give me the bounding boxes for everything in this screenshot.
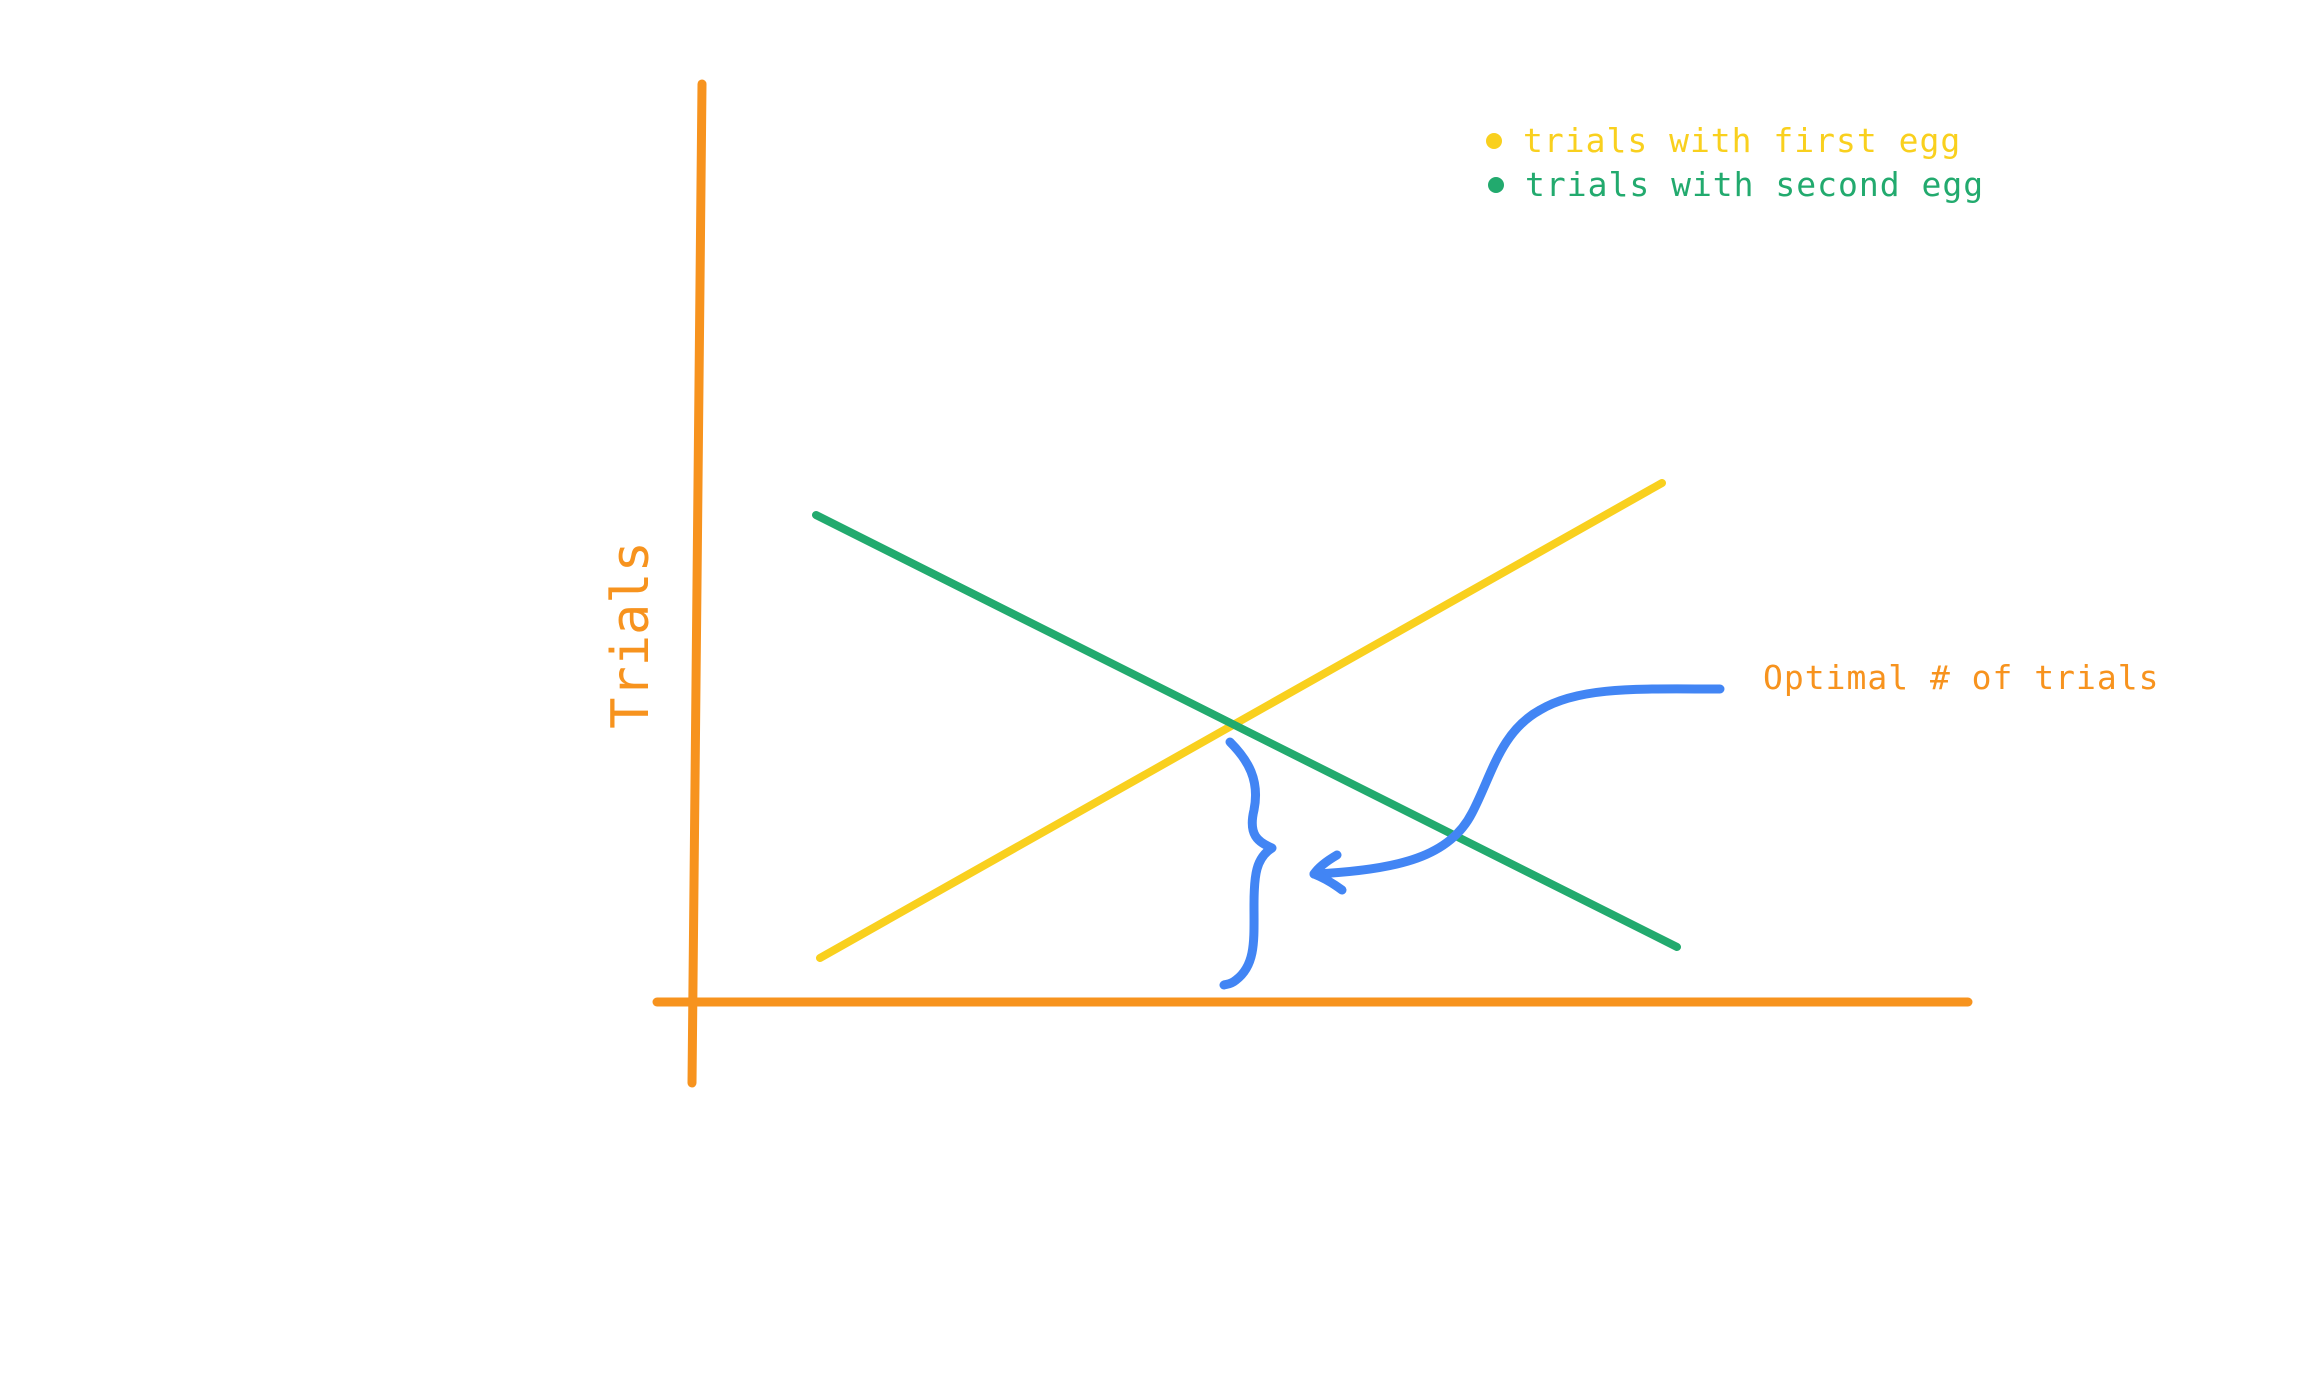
legend-marker-first-egg bbox=[1486, 133, 1502, 149]
arrow-head bbox=[1309, 850, 1347, 895]
y-axis-label: Trials bbox=[601, 541, 661, 729]
axes bbox=[652, 79, 1973, 1088]
legend-label-second-egg: trials with second egg bbox=[1525, 165, 1984, 204]
optimal-brace bbox=[1219, 737, 1277, 990]
series-line-second-egg bbox=[812, 511, 1681, 951]
annotation-label: Optimal # of trials bbox=[1763, 658, 2160, 697]
y-axis bbox=[687, 79, 707, 1088]
legend-label-first-egg: trials with first egg bbox=[1523, 121, 1961, 160]
series-lines bbox=[812, 479, 1681, 962]
series-line-first-egg bbox=[816, 479, 1666, 962]
annotation-arrow bbox=[1309, 684, 1725, 879]
legend-marker-second-egg bbox=[1488, 177, 1504, 193]
legend: trials with first egg trials with second… bbox=[1486, 121, 1984, 204]
